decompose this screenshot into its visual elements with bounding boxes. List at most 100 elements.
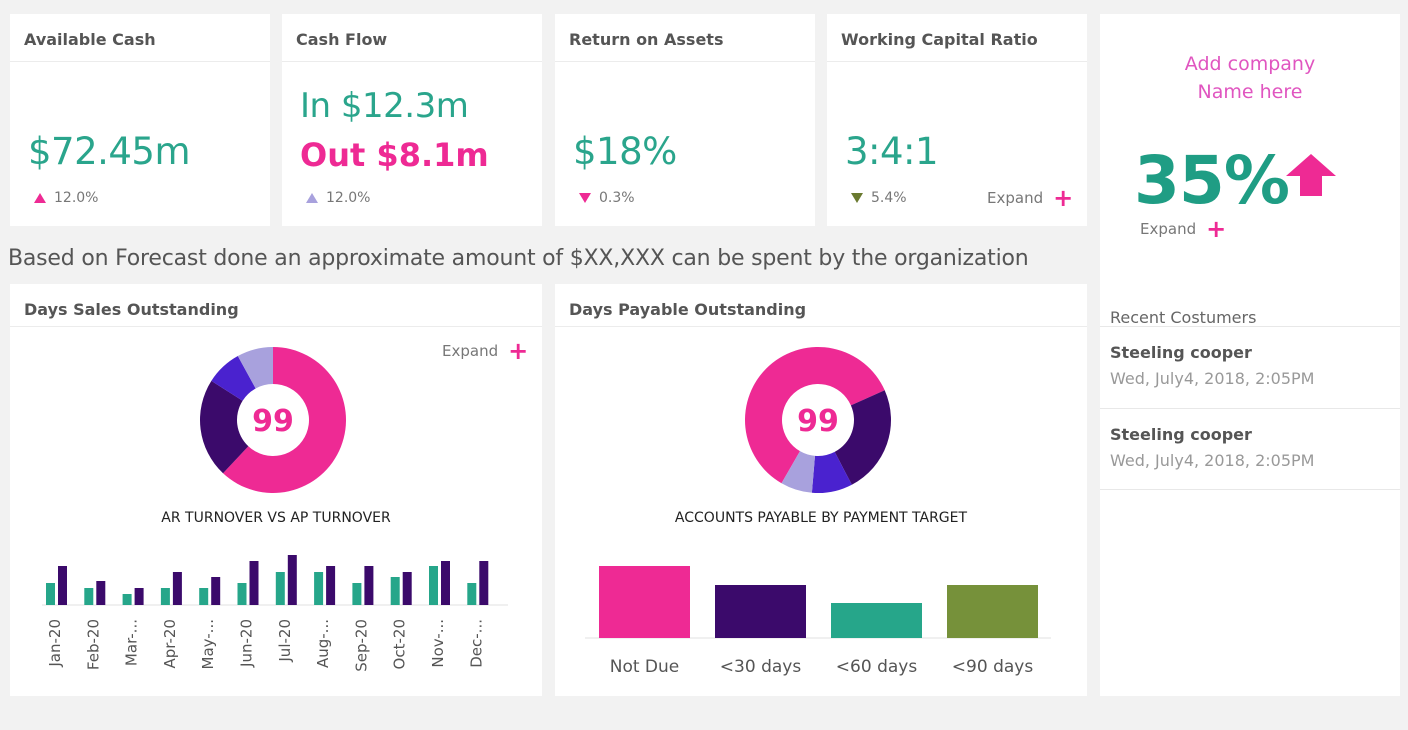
donut-slice-0 — [745, 346, 885, 484]
donut-slice-3 — [781, 451, 815, 493]
sidebar-panel: Add company Name here 35% Expand + Recen… — [1100, 14, 1400, 696]
bar-0-8 — [352, 583, 362, 605]
bar-1-6 — [287, 555, 297, 605]
dpo-donut-chart: 99 — [745, 346, 891, 493]
x-tick-label: Sep-20 — [352, 619, 370, 672]
bar-1-2 — [134, 588, 144, 605]
company-line-1: Add company — [1184, 53, 1316, 75]
kpi-delta: 5.4% — [851, 190, 907, 206]
x-tick-label: Mar-... — [123, 619, 141, 666]
expand-button[interactable]: Expand + — [987, 186, 1073, 210]
x-tick-label: Aug-... — [314, 619, 332, 668]
divider — [10, 61, 270, 62]
dso-card: Days Sales Outstanding Expand + 99 AR TU… — [10, 284, 542, 696]
kpi-delta-value: 0.3% — [599, 190, 635, 206]
ar-ap-bar-chart: Jan-20 Feb-20 Mar-... Apr-20 May-... Jun-20 Ju… — [42, 555, 508, 672]
up-triangle-icon — [34, 193, 46, 203]
bar-0 — [599, 566, 690, 638]
kpi-card-cash-flow: Cash Flow In $12.3m Out $8.1m 12.0% — [282, 14, 542, 226]
donut-slice-2 — [811, 451, 852, 493]
expand-button[interactable]: Expand + — [442, 339, 528, 363]
bar-0-11 — [467, 583, 477, 605]
donut-slice-1 — [200, 380, 249, 474]
bar-2 — [831, 603, 922, 638]
donut-slice-1 — [834, 390, 891, 485]
up-triangle-icon — [306, 193, 318, 203]
bar-1-0 — [58, 566, 67, 605]
expand-button[interactable]: Expand + — [1140, 217, 1226, 241]
x-tick-label: Feb-20 — [84, 619, 102, 670]
kpi-title: Return on Assets — [569, 30, 724, 49]
up-arrow-icon — [1286, 154, 1336, 196]
kpi-title: Available Cash — [24, 30, 156, 49]
x-tick-label: Apr-20 — [161, 619, 179, 669]
dso-donut-chart: 99 — [200, 347, 346, 493]
headline-percent: 35% — [1134, 142, 1290, 219]
bar-0-4 — [199, 588, 209, 605]
divider — [555, 61, 815, 62]
dpo-card: Days Payable Outstanding 99 ACCOUNTS PAY… — [555, 284, 1087, 696]
x-tick-label: Dec-... — [467, 619, 485, 668]
expand-label: Expand — [442, 342, 499, 360]
x-tick-label: <30 days — [720, 657, 802, 677]
cash-in-value: In $12.3m — [300, 86, 469, 126]
kpi-card-return-on-assets: Return on Assets $18% 0.3% — [555, 14, 815, 226]
customer-item[interactable]: Steeling cooper Wed, July4, 2018, 2:05PM — [1100, 408, 1400, 490]
bar-1-7 — [326, 566, 336, 605]
kpi-value: 3:4:1 — [845, 130, 939, 173]
customer-item[interactable]: Steeling cooper Wed, July4, 2018, 2:05PM — [1100, 326, 1400, 408]
divider — [827, 61, 1087, 62]
divider — [555, 326, 1087, 327]
bar-1-4 — [211, 577, 221, 605]
bar-0-9 — [390, 577, 400, 605]
bar-1-8 — [364, 566, 374, 605]
kpi-delta: 0.3% — [579, 190, 635, 206]
expand-label: Expand — [987, 189, 1044, 207]
bar-0-2 — [122, 594, 132, 605]
x-tick-label: Jun-20 — [238, 619, 256, 668]
kpi-card-working-capital: Working Capital Ratio 3:4:1 5.4% Expand … — [827, 14, 1087, 226]
down-triangle-icon — [851, 193, 863, 203]
plus-icon: + — [1053, 184, 1074, 212]
donut-slice-0 — [223, 347, 346, 493]
kpi-title: Cash Flow — [296, 30, 388, 49]
bar-1-9 — [402, 572, 412, 605]
plus-icon: + — [508, 337, 529, 365]
divider — [282, 61, 542, 62]
divider — [10, 326, 542, 327]
bar-0-0 — [46, 583, 55, 605]
customer-date: Wed, July4, 2018, 2:05PM — [1110, 369, 1315, 388]
bar-1-11 — [479, 561, 489, 605]
dpo-bar-chart-title: ACCOUNTS PAYABLE BY PAYMENT TARGET — [674, 510, 968, 526]
kpi-value: $72.45m — [28, 130, 191, 173]
dso-title: Days Sales Outstanding — [24, 300, 239, 319]
forecast-text: Based on Forecast done an approximate am… — [8, 246, 1029, 271]
x-tick-label: <60 days — [836, 657, 918, 677]
customer-name: Steeling cooper — [1110, 343, 1252, 362]
kpi-delta: 12.0% — [34, 190, 98, 206]
customer-date: Wed, July4, 2018, 2:05PM — [1110, 451, 1315, 470]
bar-0-10 — [429, 566, 438, 605]
company-name[interactable]: Add company Name here — [1100, 50, 1400, 106]
company-line-2: Name here — [1197, 81, 1303, 103]
kpi-title: Working Capital Ratio — [841, 30, 1038, 49]
bar-0-7 — [314, 572, 324, 605]
dso-bar-chart-title: AR TURNOVER VS AP TURNOVER — [161, 510, 391, 526]
kpi-delta-value: 12.0% — [54, 190, 99, 206]
x-tick-label: Jan-20 — [46, 619, 64, 668]
kpi-delta: 12.0% — [306, 190, 370, 206]
bar-1-3 — [172, 572, 182, 605]
dpo-title: Days Payable Outstanding — [569, 300, 807, 319]
kpi-delta-value: 12.0% — [326, 190, 371, 206]
bar-0-5 — [237, 583, 247, 605]
bar-0-1 — [84, 588, 94, 605]
payment-target-bar-chart: Not Due <30 days <60 days <90 days — [585, 566, 1051, 677]
x-tick-label: Oct-20 — [391, 619, 409, 669]
x-tick-label: Nov-... — [429, 619, 447, 668]
x-tick-label: May-... — [199, 619, 217, 669]
kpi-card-available-cash: Available Cash $72.45m 12.0% — [10, 14, 270, 226]
donut-center-label: 99 — [252, 404, 294, 439]
kpi-value: $18% — [573, 130, 677, 173]
bar-1-1 — [96, 581, 106, 605]
x-tick-label: Not Due — [610, 657, 680, 677]
